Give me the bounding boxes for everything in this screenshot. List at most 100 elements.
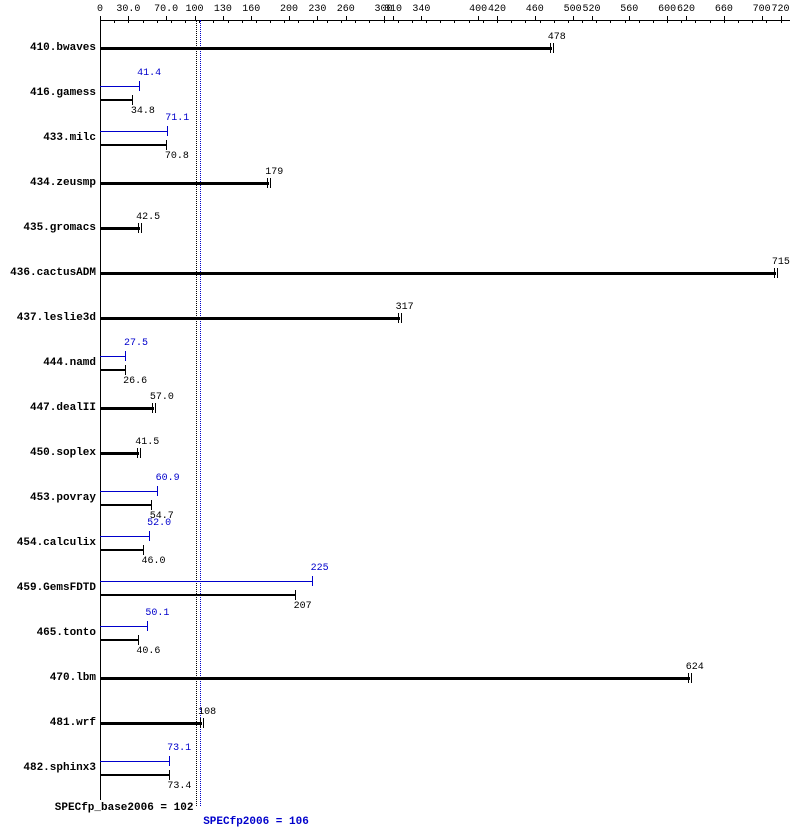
- base-bar: [100, 677, 690, 680]
- x-minor-tick: [412, 20, 413, 23]
- base-bar: [100, 47, 552, 50]
- x-tick: [724, 16, 725, 20]
- x-minor-tick: [213, 20, 214, 23]
- base-value-label: 179: [265, 167, 283, 178]
- peak-bar: [100, 356, 126, 357]
- benchmark-label: 435.gromacs: [23, 222, 96, 234]
- base-value-label: 42.5: [136, 212, 160, 223]
- x-minor-tick: [327, 20, 328, 23]
- peak-value-label: 52.0: [147, 518, 171, 529]
- x-minor-tick: [681, 20, 682, 23]
- x-tick-label: 420: [488, 4, 506, 15]
- base-end-tick: [774, 268, 775, 278]
- base-end-tick: [152, 403, 153, 413]
- x-minor-tick: [695, 20, 696, 23]
- x-minor-tick: [483, 20, 484, 23]
- x-tick-label: 560: [620, 4, 638, 15]
- x-minor-tick: [625, 20, 626, 23]
- peak-bar: [100, 131, 167, 132]
- x-tick-label: 600: [658, 4, 676, 15]
- x-minor-tick: [143, 20, 144, 23]
- x-minor-tick: [639, 20, 640, 23]
- peak-end-tick: [312, 576, 313, 586]
- x-tick: [535, 16, 536, 20]
- x-minor-tick: [738, 20, 739, 23]
- base-end-tick: [270, 178, 271, 188]
- x-tick: [421, 16, 422, 20]
- base-bar: [100, 144, 167, 146]
- base-end-tick: [137, 448, 138, 458]
- benchmark-label: 447.dealII: [30, 402, 96, 414]
- base-value-label: 40.6: [136, 646, 160, 657]
- x-minor-tick: [766, 20, 767, 23]
- base-end-tick: [166, 140, 167, 150]
- x-tick: [497, 16, 498, 20]
- peak-end-tick: [147, 621, 148, 631]
- x-minor-tick: [242, 20, 243, 23]
- x-tick: [393, 16, 394, 20]
- base-bar: [100, 272, 776, 275]
- base-end-tick: [398, 313, 399, 323]
- x-tick: [128, 16, 129, 20]
- benchmark-label: 410.bwaves: [30, 42, 96, 54]
- x-tick-label: 720: [772, 4, 790, 15]
- base-end-tick: [267, 178, 268, 188]
- x-tick: [166, 16, 167, 20]
- base-end-tick: [691, 673, 692, 683]
- peak-end-tick: [157, 486, 158, 496]
- x-minor-tick: [752, 20, 753, 23]
- x-minor-tick: [398, 20, 399, 23]
- base-end-tick: [777, 268, 778, 278]
- base-bar: [100, 369, 125, 371]
- x-tick: [100, 16, 101, 20]
- benchmark-label: 434.zeusmp: [30, 177, 96, 189]
- x-minor-tick: [256, 20, 257, 23]
- peak-end-tick: [169, 756, 170, 766]
- x-minor-tick: [355, 20, 356, 23]
- x-tick: [762, 16, 763, 20]
- base-end-tick: [132, 95, 133, 105]
- x-tick: [251, 16, 252, 20]
- base-bar: [100, 317, 400, 320]
- peak-value-label: 73.1: [167, 743, 191, 754]
- base-end-tick: [200, 718, 201, 728]
- x-tick-label: 130: [214, 4, 232, 15]
- base-end-tick: [169, 770, 170, 780]
- peak-value-label: 225: [311, 563, 329, 574]
- x-minor-tick: [525, 20, 526, 23]
- base-bar: [100, 407, 154, 410]
- reference-line: [196, 20, 197, 806]
- base-bar: [100, 774, 169, 776]
- benchmark-label: 470.lbm: [50, 672, 96, 684]
- x-minor-tick: [781, 20, 782, 23]
- peak-end-tick: [149, 531, 150, 541]
- base-value-label: 46.0: [141, 556, 165, 567]
- base-value-label: 57.0: [150, 392, 174, 403]
- base-value-label: 73.4: [167, 781, 191, 792]
- peak-bar: [100, 581, 313, 582]
- peak-bar: [100, 761, 169, 762]
- base-value-label: 478: [548, 32, 566, 43]
- base-bar: [100, 639, 138, 641]
- x-minor-tick: [157, 20, 158, 23]
- base-end-tick: [401, 313, 402, 323]
- peak-bar: [100, 536, 149, 537]
- base-end-tick: [688, 673, 689, 683]
- benchmark-label: 453.povray: [30, 492, 96, 504]
- x-tick: [195, 16, 196, 20]
- x-tick: [317, 16, 318, 20]
- x-tick: [686, 16, 687, 20]
- x-minor-tick: [440, 20, 441, 23]
- base-bar: [100, 182, 269, 185]
- base-value-label: 317: [396, 302, 414, 313]
- benchmark-label: 436.cactusADM: [10, 267, 96, 279]
- x-tick-label: 310: [384, 4, 402, 15]
- base-end-tick: [143, 545, 144, 555]
- peak-value-label: 60.9: [156, 473, 180, 484]
- base-value-label: 70.8: [165, 151, 189, 162]
- base-bar: [100, 504, 152, 506]
- peak-value-label: 27.5: [124, 338, 148, 349]
- base-bar: [100, 722, 202, 725]
- x-tick: [781, 16, 782, 20]
- x-tick-label: 70.0: [154, 4, 178, 15]
